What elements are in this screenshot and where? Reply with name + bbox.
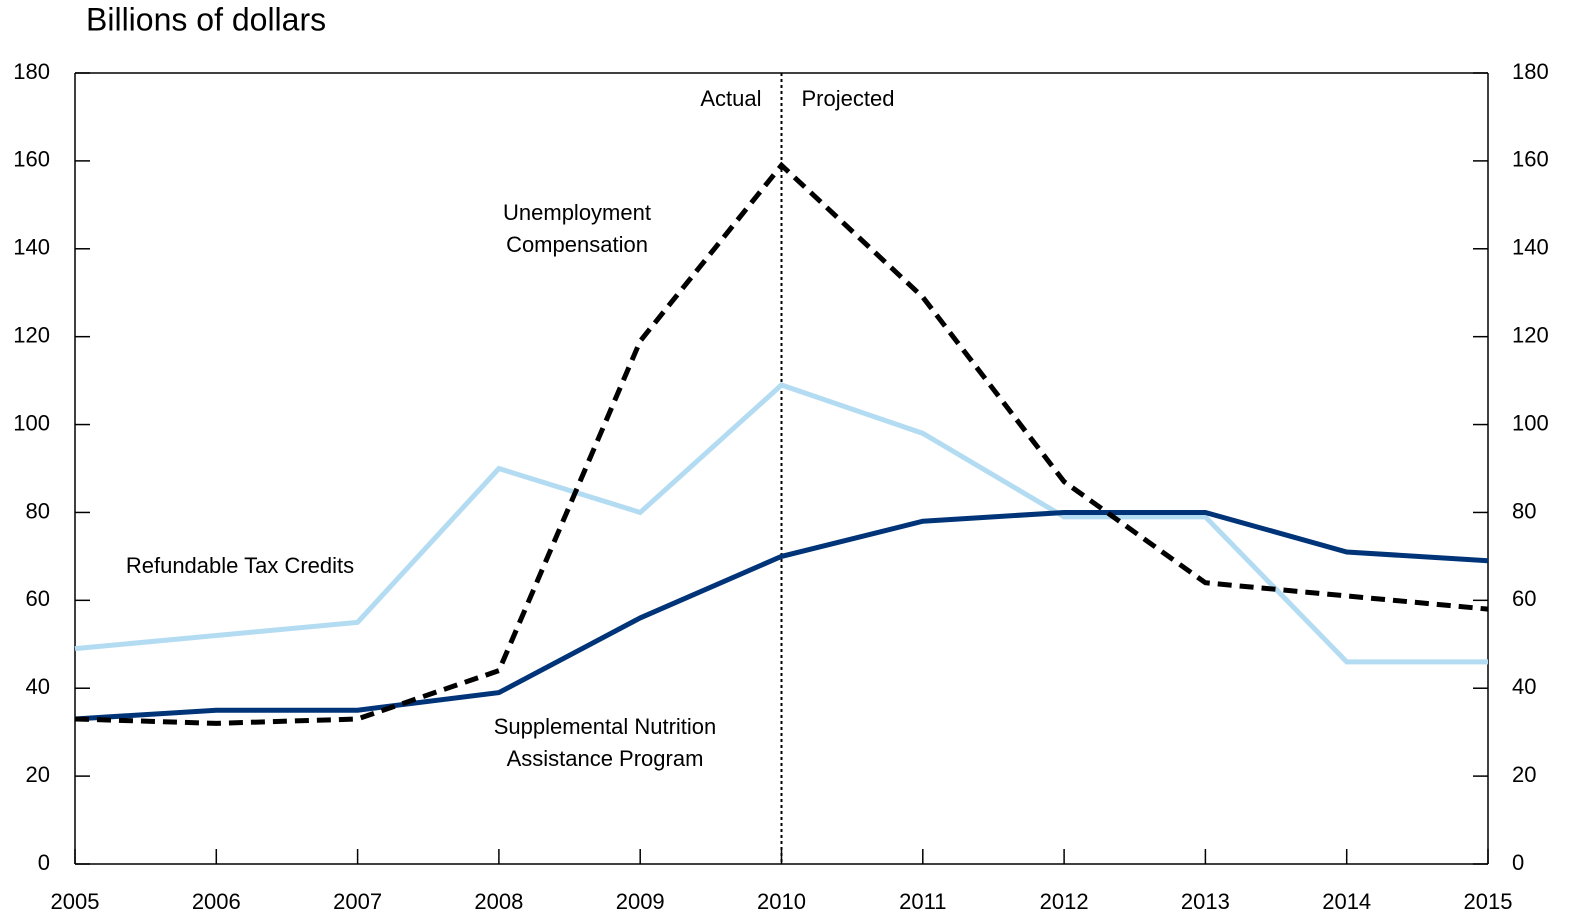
y2-tick-label: 0 (1512, 850, 1524, 875)
y2-tick-label: 60 (1512, 586, 1536, 611)
y-tick-label: 120 (13, 322, 50, 347)
y-tick-label: 140 (13, 235, 50, 260)
y2-tick-label: 80 (1512, 498, 1536, 523)
y2-tick-label: 160 (1512, 147, 1549, 172)
y-tick-label: 100 (13, 410, 50, 435)
series-label: Unemployment Compensation (503, 200, 651, 257)
y2-tick-label: 120 (1512, 322, 1549, 347)
series-line (74, 382, 1488, 665)
y-tick-label: 180 (13, 59, 50, 84)
x-tick-label: 2007 (333, 889, 382, 914)
y2-tick-label: 100 (1512, 410, 1549, 435)
series-label: Refundable Tax Credits (125, 553, 355, 578)
x-tick-label: 2011 (899, 889, 946, 914)
x-tick-label: 2013 (1181, 889, 1230, 914)
x-tick-label: 2006 (192, 889, 241, 914)
series-line (74, 161, 1489, 726)
x-tick-label: 2008 (474, 889, 523, 914)
y2-tick-label: 180 (1512, 59, 1549, 84)
x-tick-label: 2010 (757, 889, 806, 914)
y-tick-label: 40 (26, 674, 50, 699)
y-tick-label: 0 (38, 850, 50, 875)
y2-tick-label: 20 (1512, 762, 1536, 787)
series-label: Supplemental Nutrition Assistance Progra… (493, 714, 717, 771)
x-tick-label: 2015 (1464, 889, 1513, 914)
y-tick-label: 60 (26, 586, 50, 611)
x-tick-label: 2009 (616, 889, 665, 914)
series-line (74, 509, 1489, 722)
y2-tick-label: 40 (1512, 674, 1536, 699)
x-tick-label: 2005 (51, 889, 100, 914)
chart-title: Billions of dollars (86, 1, 326, 37)
phase-label: Actual (700, 86, 761, 111)
y2-tick-label: 140 (1512, 235, 1549, 260)
x-tick-label: 2012 (1040, 889, 1089, 914)
x-tick-label: 2014 (1322, 889, 1371, 914)
y-tick-label: 20 (26, 762, 50, 787)
y-tick-label: 160 (13, 147, 50, 172)
y-tick-label: 80 (26, 498, 50, 523)
phase-label: Projected (802, 86, 895, 111)
